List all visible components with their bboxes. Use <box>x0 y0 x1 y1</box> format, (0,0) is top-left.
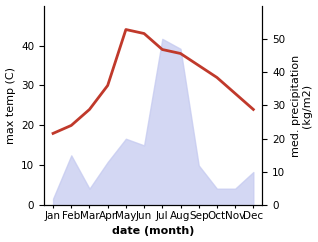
Y-axis label: max temp (C): max temp (C) <box>5 67 16 144</box>
Y-axis label: med. precipitation
(kg/m2): med. precipitation (kg/m2) <box>291 54 313 157</box>
X-axis label: date (month): date (month) <box>112 227 194 236</box>
